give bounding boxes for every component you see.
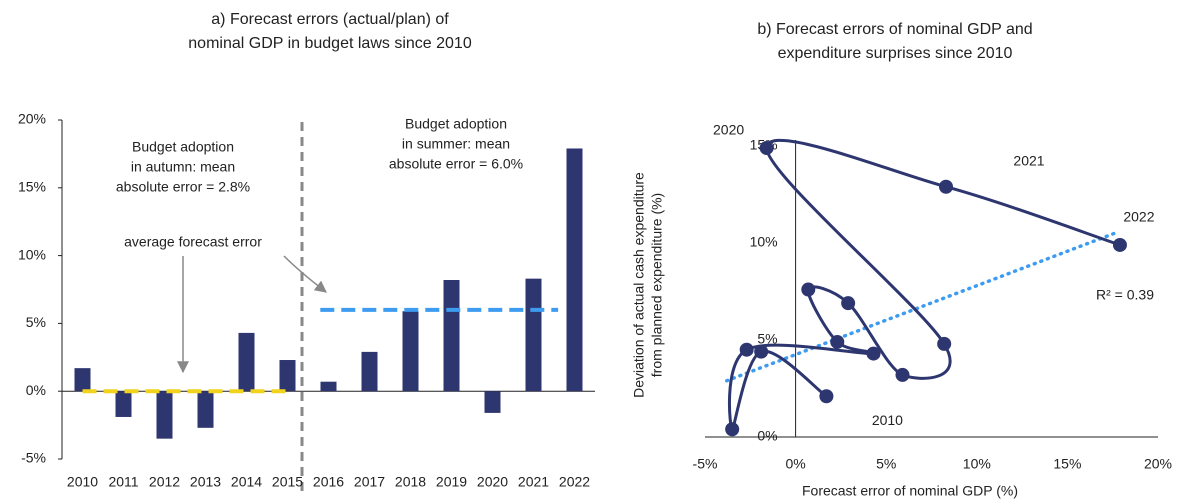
annotation: average forecast error bbox=[124, 234, 262, 250]
x-tick-label: 2020 bbox=[477, 474, 508, 490]
x-tick-label: 2010 bbox=[67, 474, 98, 490]
x-tick-label: 2021 bbox=[518, 474, 549, 490]
point bbox=[1112, 237, 1127, 252]
x-tick-label: 2018 bbox=[395, 474, 426, 490]
y-axis-label: Deviation of actual cash expenditure bbox=[631, 172, 647, 398]
bar bbox=[156, 391, 173, 439]
point bbox=[819, 389, 834, 404]
chart-title: nominal GDP in budget laws since 2010 bbox=[188, 35, 472, 52]
bar bbox=[566, 148, 583, 392]
point bbox=[841, 296, 856, 311]
point-label: 2022 bbox=[1123, 209, 1154, 225]
x-tick-label: 2015 bbox=[272, 474, 303, 490]
x-tick-label: 20% bbox=[1144, 456, 1172, 472]
arrow bbox=[283, 255, 327, 293]
y-axis-label: from planned expenditure (%) bbox=[649, 193, 665, 377]
annotation: in summer: mean bbox=[402, 136, 510, 152]
bar bbox=[197, 391, 214, 428]
annotation: in autumn: mean bbox=[131, 159, 235, 175]
y-tick-label: -5% bbox=[21, 450, 46, 466]
y-tick-label: 15% bbox=[18, 179, 46, 195]
point-label: 2010 bbox=[872, 412, 903, 428]
bar bbox=[443, 280, 460, 392]
annotation: absolute error = 2.8% bbox=[116, 179, 250, 195]
y-tick-label: 5% bbox=[757, 331, 777, 347]
point bbox=[866, 346, 881, 361]
x-tick-label: 2022 bbox=[559, 474, 590, 490]
point-label: 2020 bbox=[713, 122, 744, 138]
chart-title: b) Forecast errors of nominal GDP and bbox=[757, 21, 1032, 38]
x-tick-label: 15% bbox=[1053, 456, 1081, 472]
bar bbox=[402, 311, 419, 392]
annotation: Budget adoption bbox=[405, 116, 507, 132]
bar bbox=[238, 332, 255, 392]
point bbox=[754, 344, 769, 359]
connecting-line bbox=[727, 138, 1121, 431]
x-tick-label: 2016 bbox=[313, 474, 344, 490]
bar bbox=[525, 278, 542, 392]
point-label: 2021 bbox=[1013, 152, 1044, 168]
x-tick-label: 5% bbox=[876, 456, 896, 472]
bar bbox=[74, 368, 91, 392]
x-tick-label: 2013 bbox=[190, 474, 221, 490]
annotation: Budget adoption bbox=[132, 139, 234, 155]
r-squared: R² = 0.39 bbox=[1096, 287, 1154, 303]
x-tick-label: 2017 bbox=[354, 474, 385, 490]
y-tick-label: 0% bbox=[26, 382, 46, 398]
point bbox=[739, 342, 754, 357]
x-tick-label: 2019 bbox=[436, 474, 467, 490]
chart-title: a) Forecast errors (actual/plan) of bbox=[211, 11, 449, 28]
bar bbox=[484, 391, 501, 413]
trendline bbox=[724, 231, 1117, 383]
point bbox=[801, 282, 816, 297]
x-tick-label: 0% bbox=[785, 456, 805, 472]
point bbox=[830, 334, 845, 349]
x-tick-label: -5% bbox=[693, 456, 718, 472]
bar bbox=[115, 391, 132, 417]
y-tick-label: 20% bbox=[18, 111, 46, 127]
y-tick-label: 10% bbox=[18, 246, 46, 262]
x-tick-label: 2012 bbox=[149, 474, 180, 490]
y-tick-label: 0% bbox=[757, 428, 777, 444]
point bbox=[725, 422, 740, 437]
point bbox=[938, 179, 953, 194]
bar bbox=[320, 381, 337, 392]
point bbox=[895, 367, 910, 382]
bar bbox=[361, 351, 378, 392]
point bbox=[759, 140, 774, 155]
x-tick-label: 10% bbox=[963, 456, 991, 472]
point bbox=[937, 336, 952, 351]
chart-title: expenditure surprises since 2010 bbox=[778, 45, 1013, 62]
annotation: absolute error = 6.0% bbox=[389, 156, 523, 172]
x-axis-label: Forecast error of nominal GDP (%) bbox=[802, 483, 1018, 499]
bar bbox=[279, 360, 296, 392]
y-tick-label: 5% bbox=[26, 314, 46, 330]
x-tick-label: 2011 bbox=[108, 474, 138, 490]
y-tick-label: 10% bbox=[750, 234, 778, 250]
x-tick-label: 2014 bbox=[231, 474, 262, 490]
